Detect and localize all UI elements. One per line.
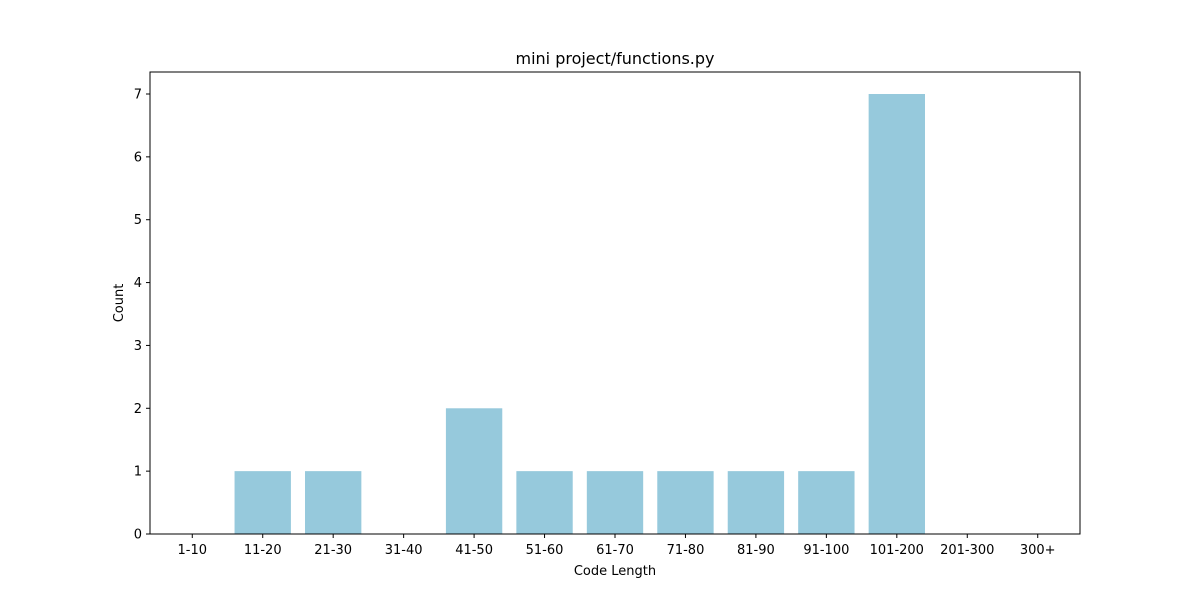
y-tick-label: 4 [134,276,142,291]
x-axis-label: Code Length [574,564,656,579]
bar-51-60 [516,471,573,534]
y-axis-label: Count [112,284,127,323]
y-tick-label: 2 [134,402,142,417]
x-tick-label: 71-80 [667,543,705,558]
y-tick-label: 1 [134,465,142,480]
y-tick-label: 0 [134,528,142,543]
y-tick-label: 3 [134,339,142,354]
bar-71-80 [657,471,714,534]
bar-81-90 [727,471,785,534]
x-tick-label: 91-100 [803,543,849,558]
x-tick-label: 41-50 [455,543,493,558]
bar-101-200 [868,94,925,534]
x-tick-label: 31-40 [385,543,423,558]
bar-41-50 [445,408,503,534]
bar-61-70 [586,471,644,534]
y-tick-label: 7 [134,88,142,103]
y-tick-label: 6 [134,150,142,165]
x-tick-label: 101-200 [870,543,924,558]
chart-title: mini project/functions.py [515,49,714,68]
y-axis-ticks: 0 1 2 3 4 5 6 7 [134,88,150,543]
x-tick-label: 11-20 [244,543,282,558]
x-tick-label: 300+ [1020,543,1056,558]
x-axis-ticks: 1-10 11-20 21-30 31-40 41-50 51-60 61-70 71-80 8… [178,534,1056,558]
x-tick-label: 201-300 [940,543,994,558]
bar-91-100 [798,471,855,534]
x-tick-label: 51-60 [526,543,564,558]
x-tick-label: 21-30 [314,543,352,558]
bars-group [234,94,925,534]
bar-21-30 [305,471,362,534]
y-tick-label: 5 [134,213,142,228]
x-tick-label: 1-10 [178,543,208,558]
x-tick-label: 61-70 [596,543,634,558]
bar-11-20 [234,471,291,534]
x-tick-label: 81-90 [737,543,775,558]
plot-frame [149,71,1081,535]
